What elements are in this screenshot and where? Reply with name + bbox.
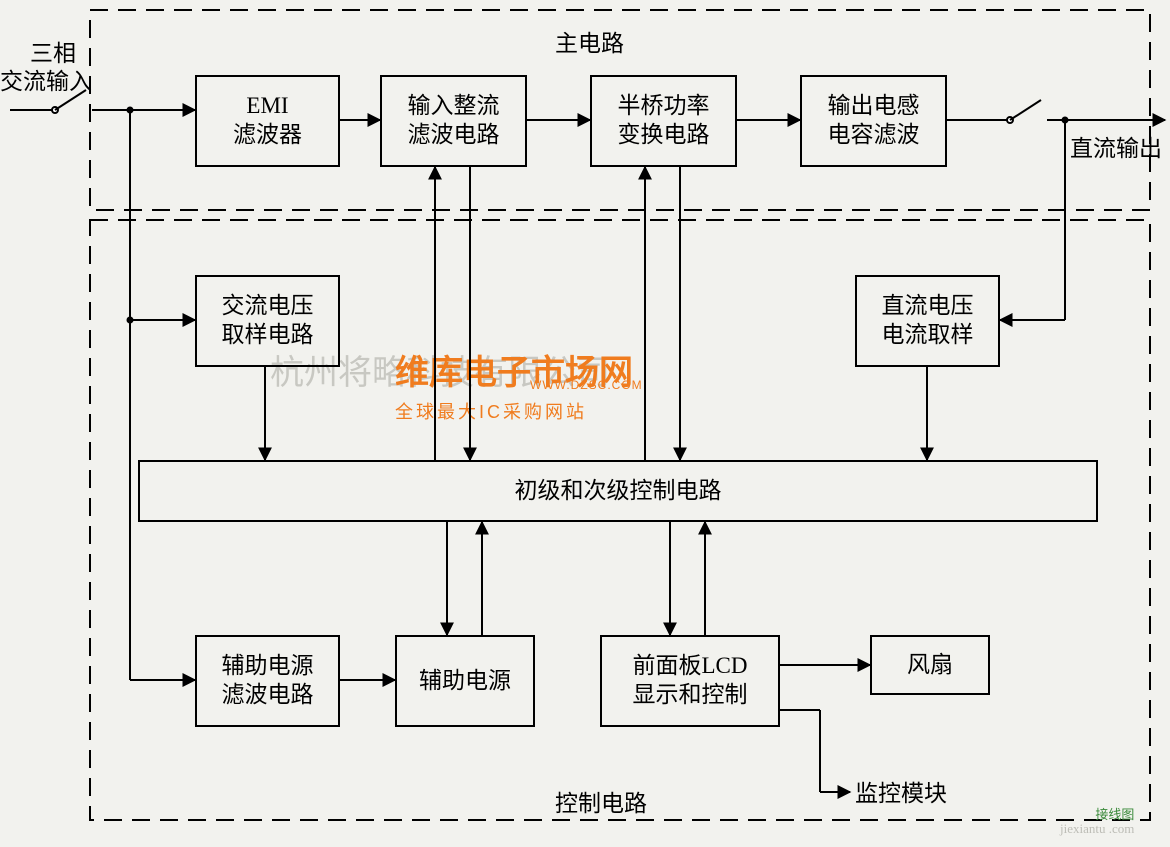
block-control-label: 初级和次级控制电路	[515, 477, 722, 506]
section-title-main: 主电路	[555, 30, 624, 58]
block-output-lc-label: 输出电感 电容滤波	[828, 92, 920, 150]
watermark-sub-text: 全球最大IC采购网站	[395, 398, 587, 424]
block-fan: 风扇	[870, 635, 990, 695]
block-rectify: 输入整流 滤波电路	[380, 75, 527, 167]
block-lcd-panel-label: 前面板LCD 显示和控制	[633, 652, 748, 710]
diagram-canvas: 杭州将略科技有限公司 维库电子市场网 WWW.DZSC.COM 全球最大IC采购…	[0, 0, 1170, 847]
corner-watermark: 接线图 jiexiantu .com	[1060, 808, 1134, 837]
block-lcd-panel: 前面板LCD 显示和控制	[600, 635, 780, 727]
section-title-control: 控制电路	[555, 790, 647, 818]
corner-line1: 接线图	[1095, 807, 1134, 822]
block-halfbridge-label: 半桥功率 变换电路	[618, 92, 710, 150]
block-dc-sample: 直流电压 电流取样	[855, 275, 1000, 367]
watermark-url-text: WWW.DZSC.COM	[530, 378, 643, 392]
block-emi: EMI 滤波器	[195, 75, 340, 167]
block-dc-sample-label: 直流电压 电流取样	[882, 292, 974, 350]
block-rectify-label: 输入整流 滤波电路	[408, 92, 500, 150]
block-aux-filter-label: 辅助电源 滤波电路	[222, 652, 314, 710]
block-aux-power-label: 辅助电源	[419, 667, 511, 696]
corner-line2: jiexiantu .com	[1060, 821, 1134, 836]
input-label-line1: 三相	[30, 40, 76, 68]
block-ac-sample: 交流电压 取样电路	[195, 275, 340, 367]
block-ac-sample-label: 交流电压 取样电路	[222, 292, 314, 350]
block-emi-label: EMI 滤波器	[233, 92, 302, 150]
block-fan-label: 风扇	[907, 651, 953, 680]
block-output-lc: 输出电感 电容滤波	[800, 75, 947, 167]
block-halfbridge: 半桥功率 变换电路	[590, 75, 737, 167]
monitor-label: 监控模块	[855, 780, 947, 808]
block-aux-filter: 辅助电源 滤波电路	[195, 635, 340, 727]
output-label: 直流输出	[1070, 135, 1162, 163]
block-aux-power: 辅助电源	[395, 635, 535, 727]
block-control: 初级和次级控制电路	[138, 460, 1098, 522]
input-label-line2: 交流输入	[0, 68, 92, 96]
